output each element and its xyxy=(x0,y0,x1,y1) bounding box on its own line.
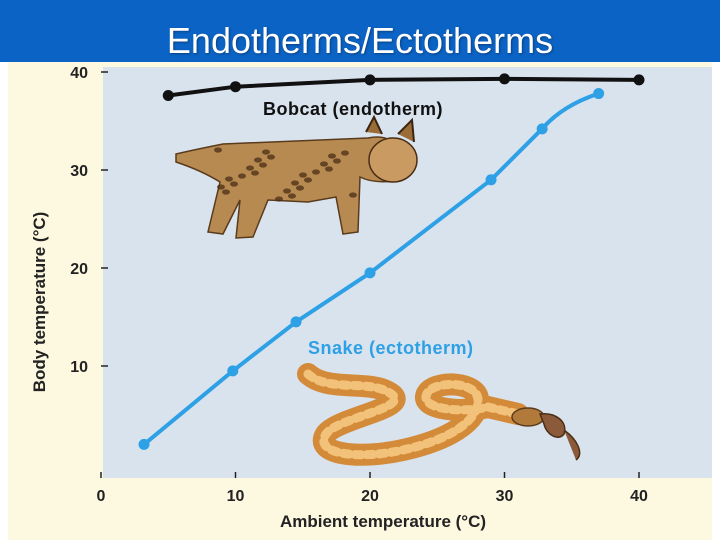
y-tick-label: 10 xyxy=(70,359,88,376)
snake-data-point xyxy=(290,316,302,328)
bobcat-series-label: Bobcat (endotherm) xyxy=(263,99,443,119)
snake-data-point xyxy=(536,123,548,135)
snake-data-point xyxy=(593,88,605,100)
x-tick-label: 10 xyxy=(227,488,245,505)
slide-title-bar xyxy=(0,0,720,62)
x-tick-label: 30 xyxy=(496,488,514,505)
bobcat-data-point xyxy=(499,73,510,85)
bobcat-data-point xyxy=(364,74,376,86)
snake-series-label: Snake (ectotherm) xyxy=(308,338,474,358)
slide-title: Endotherms/Ectotherms xyxy=(166,20,554,61)
x-tick-label: 40 xyxy=(630,488,648,505)
bobcat-data-point xyxy=(162,90,174,102)
bobcat-illustration xyxy=(175,114,418,239)
y-tick-label: 30 xyxy=(70,163,88,180)
snake-data-point xyxy=(138,438,150,450)
body-temperature-chart: 10 20 30 40 0 10 20 30 40 Bobcat (endotherm) Snak… xyxy=(30,65,712,531)
snake-data-point xyxy=(364,267,376,279)
snake-series-line xyxy=(142,91,601,447)
snake-data-point xyxy=(485,174,497,186)
y-axis-label: Body temperature (°C) xyxy=(30,212,49,393)
y-tick-label: 20 xyxy=(70,261,88,278)
snake-data-point xyxy=(227,365,239,377)
y-tick-label: 40 xyxy=(70,65,88,82)
x-tick-label: 20 xyxy=(361,488,379,505)
bobcat-data-point xyxy=(633,74,645,86)
snake-with-mouse-illustration xyxy=(297,363,581,466)
bobcat-data-point xyxy=(230,81,241,93)
x-axis-label: Ambient temperature (°C) xyxy=(280,512,486,531)
chart-panel: 10 20 30 40 0 10 20 30 40 Bobcat (endotherm) Snak… xyxy=(8,62,712,540)
x-tick-label: 0 xyxy=(97,488,106,505)
